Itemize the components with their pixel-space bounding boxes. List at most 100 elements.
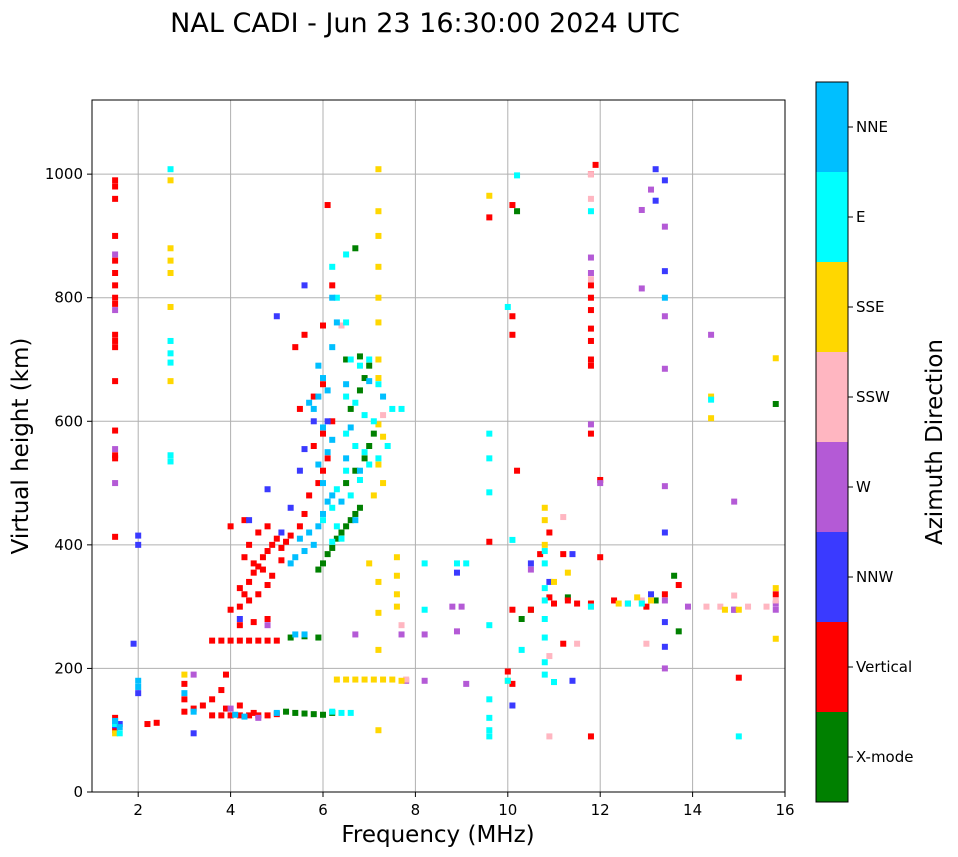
- data-point-vertical: [236, 712, 243, 719]
- data-point-vertical: [112, 232, 119, 239]
- data-point-x-mode: [675, 628, 682, 635]
- data-point-sse: [375, 263, 382, 270]
- data-point-nne: [310, 405, 317, 412]
- data-point-vertical: [227, 637, 234, 644]
- data-point-vertical: [209, 637, 216, 644]
- data-point-nne: [320, 375, 326, 382]
- data-point-ssw: [717, 603, 724, 610]
- data-point-ssw: [574, 640, 581, 647]
- colorbar-tick-label: E: [856, 208, 865, 226]
- data-point-vertical: [592, 161, 599, 168]
- data-point-vertical: [112, 452, 119, 459]
- y-tick-label: 200: [54, 659, 83, 677]
- data-point-vertical: [264, 523, 271, 530]
- data-point-vertical: [236, 603, 243, 610]
- data-point-vertical: [112, 300, 119, 307]
- data-point-ssw: [403, 676, 410, 683]
- data-point-nne: [310, 541, 317, 548]
- data-point-vertical: [320, 381, 326, 388]
- data-point-nne: [320, 424, 326, 431]
- data-point-e: [167, 350, 174, 357]
- data-point-sse: [615, 600, 622, 607]
- data-point-vertical: [112, 427, 119, 434]
- data-point-nne: [241, 713, 248, 720]
- data-point-vertical: [112, 195, 119, 202]
- data-point-vertical: [112, 344, 119, 351]
- data-point-sse: [380, 433, 387, 440]
- data-point-nne: [301, 548, 308, 555]
- data-point-sse: [648, 597, 655, 604]
- data-point-vertical: [278, 557, 285, 564]
- data-point-nne: [320, 480, 326, 487]
- data-point-nne: [329, 436, 336, 443]
- data-point-vertical: [546, 594, 553, 601]
- data-point-x-mode: [352, 245, 359, 252]
- data-point-sse: [366, 560, 373, 567]
- data-point-vertical: [112, 183, 119, 190]
- data-point-e: [514, 172, 521, 179]
- data-point-e: [541, 560, 548, 567]
- data-point-vertical: [236, 585, 243, 592]
- x-axis-label: Frequency (MHz): [341, 822, 534, 848]
- data-point-nne: [343, 455, 350, 462]
- data-point-x-mode: [356, 353, 363, 360]
- data-point-nnw: [236, 616, 243, 622]
- data-point-vertical: [587, 356, 594, 363]
- data-point-e: [370, 418, 377, 425]
- data-point-vertical: [112, 257, 119, 264]
- data-point-sse: [541, 541, 548, 548]
- data-point-sse: [167, 257, 174, 264]
- data-point-ssw: [638, 597, 645, 604]
- data-point-sse: [352, 676, 359, 683]
- data-point-vertical: [661, 591, 668, 598]
- colorbar-tick-label: W: [856, 478, 871, 496]
- colorbar-tick-label: Vertical: [856, 658, 912, 676]
- data-point-w: [421, 631, 428, 638]
- data-point-x-mode: [310, 711, 317, 718]
- data-point-sse: [181, 671, 188, 678]
- data-point-e: [347, 492, 354, 499]
- data-point-x-mode: [347, 405, 354, 412]
- data-point-vertical: [587, 430, 594, 437]
- data-point-nnw: [296, 467, 303, 474]
- data-point-nnw: [569, 677, 576, 684]
- data-point-vertical: [250, 619, 257, 626]
- data-point-ssw: [772, 597, 779, 604]
- data-point-vertical: [587, 600, 594, 607]
- data-point-sse: [393, 591, 400, 598]
- data-point-x-mode: [343, 523, 350, 530]
- data-point-e: [638, 600, 645, 607]
- data-point-e: [116, 730, 123, 737]
- data-point-x-mode: [315, 566, 322, 573]
- data-point-sse: [541, 517, 548, 524]
- data-point-sse: [167, 177, 174, 184]
- data-point-vertical: [509, 680, 516, 687]
- data-point-nnw: [135, 541, 142, 548]
- data-point-vertical: [273, 535, 280, 542]
- colorbar-segment: [816, 442, 848, 532]
- data-point-sse: [380, 676, 387, 683]
- data-point-w: [772, 600, 779, 607]
- data-point-vertical: [241, 591, 248, 598]
- data-point-nne: [333, 319, 340, 326]
- data-point-sse: [772, 585, 779, 592]
- data-point-nnw: [301, 282, 308, 289]
- data-point-vertical: [269, 572, 276, 579]
- data-point-e: [343, 430, 350, 437]
- data-point-vertical: [320, 430, 326, 437]
- data-point-vertical: [643, 603, 650, 610]
- data-point-vertical: [227, 606, 234, 613]
- x-tick-label: 4: [226, 801, 236, 819]
- data-point-sse: [380, 480, 387, 487]
- data-point-e: [375, 455, 382, 462]
- data-point-nne: [329, 492, 336, 499]
- data-point-nnw: [648, 591, 655, 598]
- data-point-x-mode: [338, 529, 345, 536]
- data-point-vertical: [296, 523, 303, 530]
- data-point-x-mode: [324, 551, 331, 558]
- data-point-sse: [112, 730, 119, 737]
- data-point-e: [333, 523, 340, 530]
- x-tick-label: 2: [133, 801, 143, 819]
- data-point-vertical: [250, 569, 257, 576]
